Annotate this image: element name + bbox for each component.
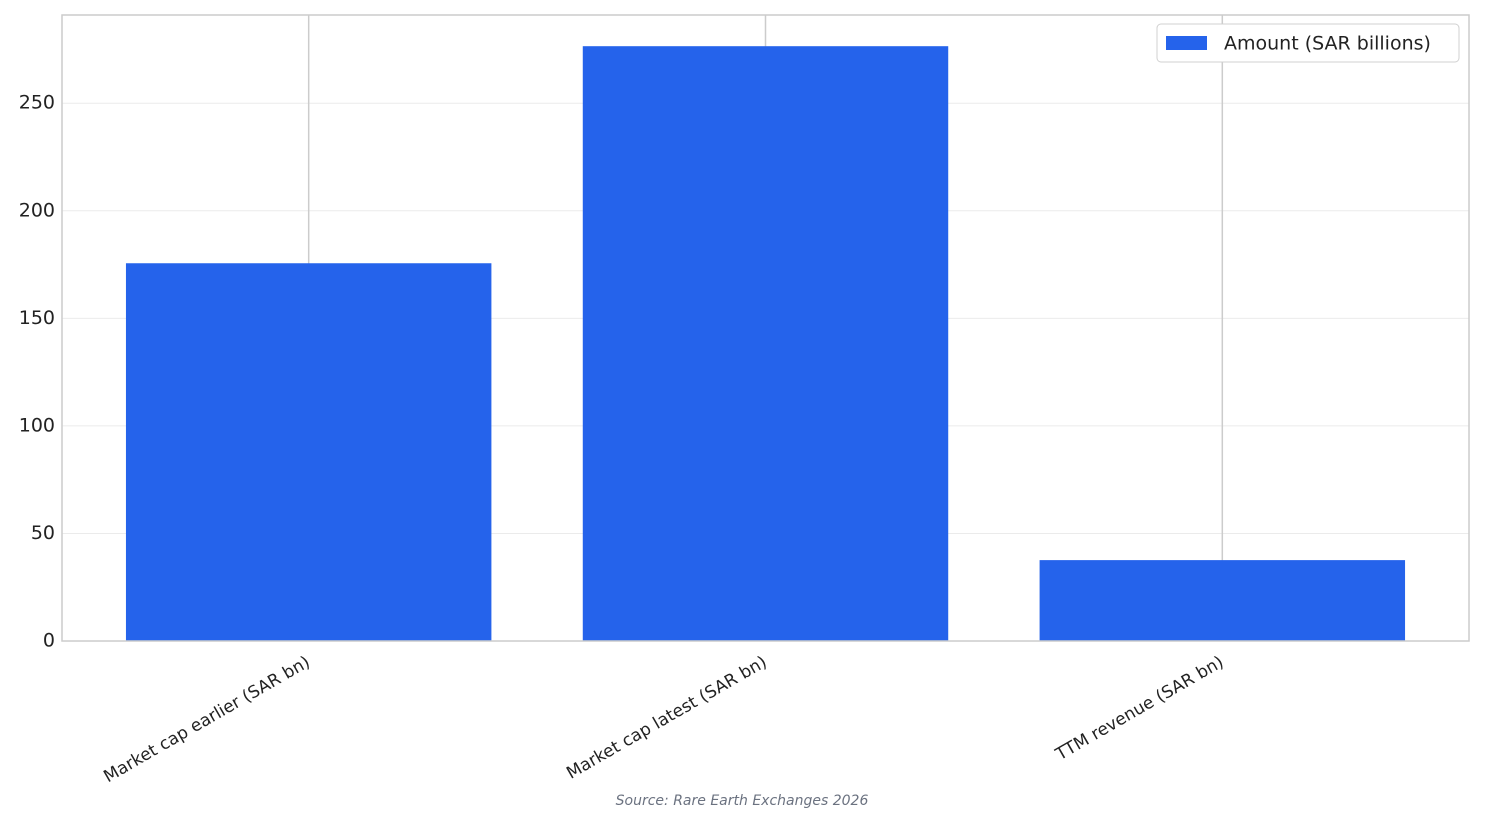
y-tick-label: 200 [19, 199, 55, 221]
y-tick-label: 250 [19, 92, 55, 114]
bar [125, 263, 492, 641]
y-tick-label: 100 [19, 414, 55, 436]
source-note: Source: Rare Earth Exchanges 2026 [616, 793, 869, 809]
bar [582, 46, 949, 641]
x-tick-label: Market cap earlier (SAR bn) [100, 652, 313, 787]
bar [1039, 560, 1406, 641]
y-tick-label: 150 [19, 307, 55, 329]
legend-box [1156, 23, 1460, 63]
legend-label: Amount (SAR billions) [1224, 33, 1431, 55]
x-tick-label: TTM revenue (SAR bn) [1052, 652, 1228, 765]
y-tick-label: 50 [31, 522, 55, 544]
x-tick-label: Market cap latest (SAR bn) [563, 652, 770, 783]
y-tick-label: 0 [43, 630, 55, 652]
plot-frame [61, 14, 1470, 642]
legend: Amount (SAR billions) [1156, 23, 1460, 63]
legend-swatch [1166, 36, 1207, 50]
